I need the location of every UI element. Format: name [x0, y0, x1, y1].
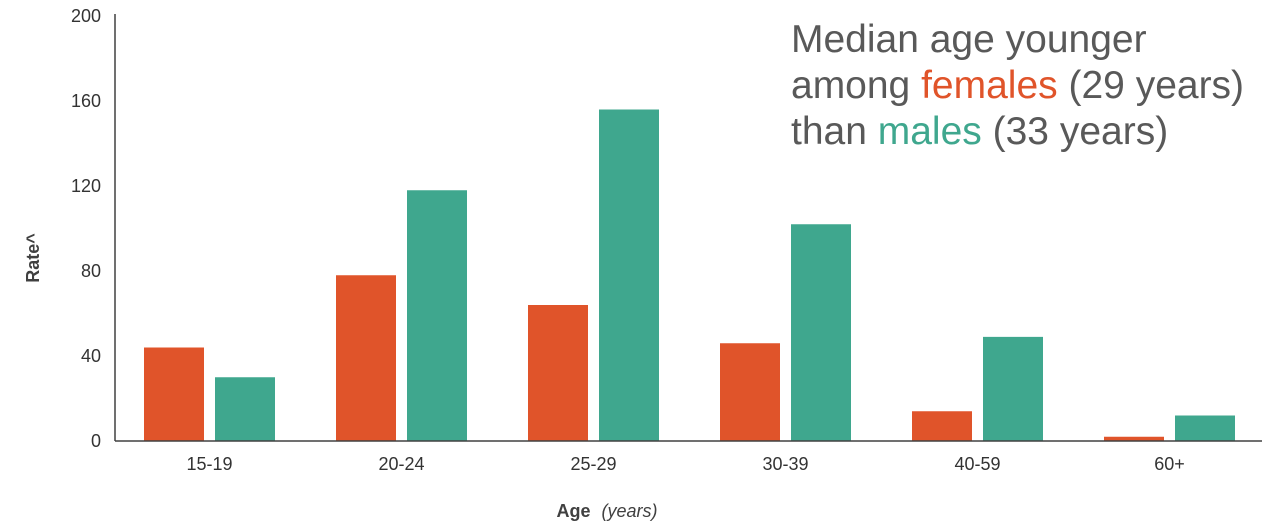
male-bar-25-29 — [599, 109, 659, 441]
y-tick-label: 0 — [91, 431, 101, 451]
bars — [144, 109, 1235, 441]
median-age-annotation: Median age younger among females (29 yea… — [791, 17, 1261, 155]
x-axis-title: Age (years) — [556, 501, 657, 521]
annotation-text: Median age younger — [791, 18, 1147, 61]
y-tick-label: 80 — [81, 261, 101, 281]
y-tick-label: 120 — [71, 176, 101, 196]
y-tick-label: 40 — [81, 346, 101, 366]
annotation-text: (29 years) — [1057, 64, 1245, 107]
x-tick-label: 15-19 — [186, 454, 232, 474]
x-axis-title-main: Age — [556, 501, 590, 521]
female-bar-60+ — [1104, 436, 1164, 441]
annotation-text: among — [791, 64, 922, 107]
annotation-text: than — [791, 110, 878, 153]
annotation-line-1: Median age younger — [791, 17, 1261, 63]
x-tick-label: 25-29 — [570, 454, 616, 474]
male-bar-30-39 — [791, 224, 851, 441]
x-tick-label: 40-59 — [954, 454, 1000, 474]
x-tick-label: 60+ — [1154, 454, 1185, 474]
annotation-females-highlight: females — [921, 64, 1058, 107]
x-tick-label: 20-24 — [378, 454, 424, 474]
female-bar-30-39 — [720, 343, 780, 441]
y-axis-title: Rate^ — [23, 233, 43, 283]
y-axis-ticks: 0 40 80 120 160 200 — [71, 6, 101, 451]
x-tick-label: 30-39 — [762, 454, 808, 474]
female-bar-20-24 — [336, 275, 396, 441]
y-tick-label: 160 — [71, 91, 101, 111]
annotation-line-3: than males (33 years) — [791, 109, 1261, 155]
y-tick-label: 200 — [71, 6, 101, 26]
male-bar-20-24 — [407, 190, 467, 441]
annotation-line-2: among females (29 years) — [791, 63, 1261, 109]
male-bar-60+ — [1175, 415, 1235, 441]
female-bar-25-29 — [528, 305, 588, 441]
annotation-text: (33 years) — [981, 110, 1169, 153]
annotation-males-highlight: males — [877, 110, 982, 153]
female-bar-15-19 — [144, 347, 204, 441]
female-bar-40-59 — [912, 411, 972, 441]
male-bar-40-59 — [983, 336, 1043, 441]
male-bar-15-19 — [215, 377, 275, 441]
x-axis-ticks: 15-19 20-24 25-29 30-39 40-59 60+ — [186, 454, 1184, 474]
x-axis-title-unit: (years) — [602, 501, 658, 521]
